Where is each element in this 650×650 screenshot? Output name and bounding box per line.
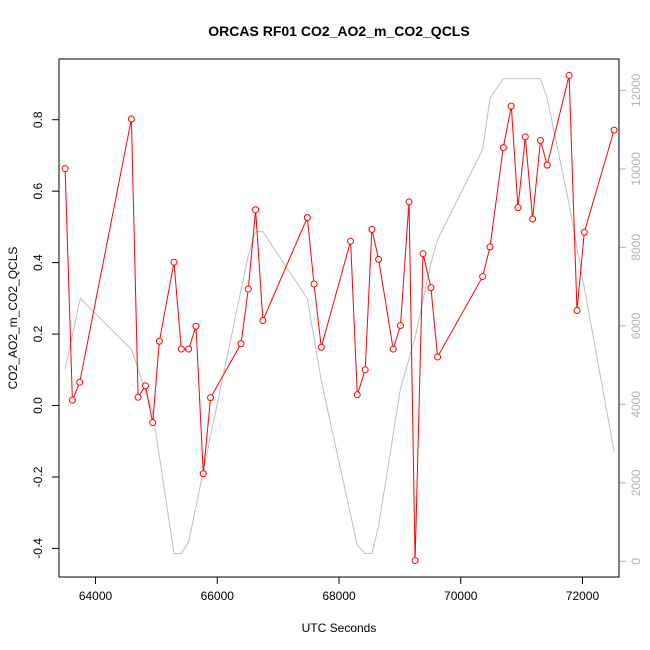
plot-area [61,71,618,565]
y2-tick-label: 2000 [629,469,643,496]
data-point [529,215,537,223]
data-point [347,237,355,245]
data-point [507,102,515,110]
data-point [155,337,163,345]
y-tick-label: 0.4 [31,254,45,271]
data-point [368,225,376,233]
data-point [244,285,252,293]
x-tick-label: 66000 [201,589,235,603]
data-point [389,345,397,353]
data-point [396,322,404,330]
data-point [303,214,311,222]
y-tick-label: -0.4 [31,538,45,559]
data-point [536,136,544,144]
y2-tick-label: 4000 [629,391,643,418]
data-point [411,557,419,565]
data-point [565,71,573,79]
data-point [170,258,178,266]
y2-tick-label: 8000 [629,234,643,261]
y-tick-label: 0.0 [31,397,45,414]
data-point [479,273,487,281]
data-point [375,255,383,263]
data-point [521,133,529,141]
y2-tick-label: 6000 [629,312,643,339]
secondary-series-line [64,78,615,554]
y-tick-label: 0.6 [31,183,45,200]
x-tick-label: 64000 [79,589,113,603]
data-point [573,306,581,314]
data-point [259,317,267,325]
data-point [199,470,207,478]
data-point [580,228,588,236]
data-point [141,382,149,390]
data-point [361,366,369,374]
data-point [405,198,413,206]
x-ticks: 64000 66000 68000 70000 72000 [79,577,600,603]
data-point [61,165,69,173]
y-tick-label: 0.2 [31,325,45,342]
x-axis-label: UTC Seconds [302,621,377,635]
data-point [543,161,551,169]
data-point [134,393,142,401]
y2-ticks: 0 2000 4000 6000 8000 10000 12000 [619,73,643,565]
y-ticks: -0.4 -0.2 0.0 0.2 0.4 0.6 0.8 [31,111,59,559]
data-point [353,391,361,399]
data-point [68,396,76,404]
y2-tick-label: 0 [629,558,643,565]
data-point [252,206,260,214]
data-point [427,284,435,292]
primary-series-line [64,75,615,561]
data-point [207,394,215,402]
x-tick-label: 70000 [444,589,478,603]
y2-tick-label: 12000 [629,73,643,107]
y-tick-label: 0.8 [31,111,45,128]
data-point [499,144,507,152]
data-point [149,419,157,427]
chart-title: ORCAS RF01 CO2_AO2_m_CO2_QCLS [208,23,469,39]
data-point [127,115,135,123]
x-tick-label: 68000 [322,589,356,603]
y-tick-label: -0.2 [31,466,45,487]
data-point [310,280,318,288]
data-point [177,345,185,353]
data-point [610,126,618,134]
plot-frame [58,58,620,578]
data-point [514,204,522,212]
data-point [486,243,494,251]
data-point [192,322,200,330]
y2-tick-label: 10000 [629,152,643,186]
data-point [317,343,325,351]
x-tick-label: 72000 [566,589,600,603]
data-point [76,378,84,386]
y-axis-label: CO2_AO2_m_CO2_QCLS [6,247,20,390]
data-point [419,250,427,258]
data-point [237,340,245,348]
data-point [185,345,193,353]
data-point [434,353,442,361]
